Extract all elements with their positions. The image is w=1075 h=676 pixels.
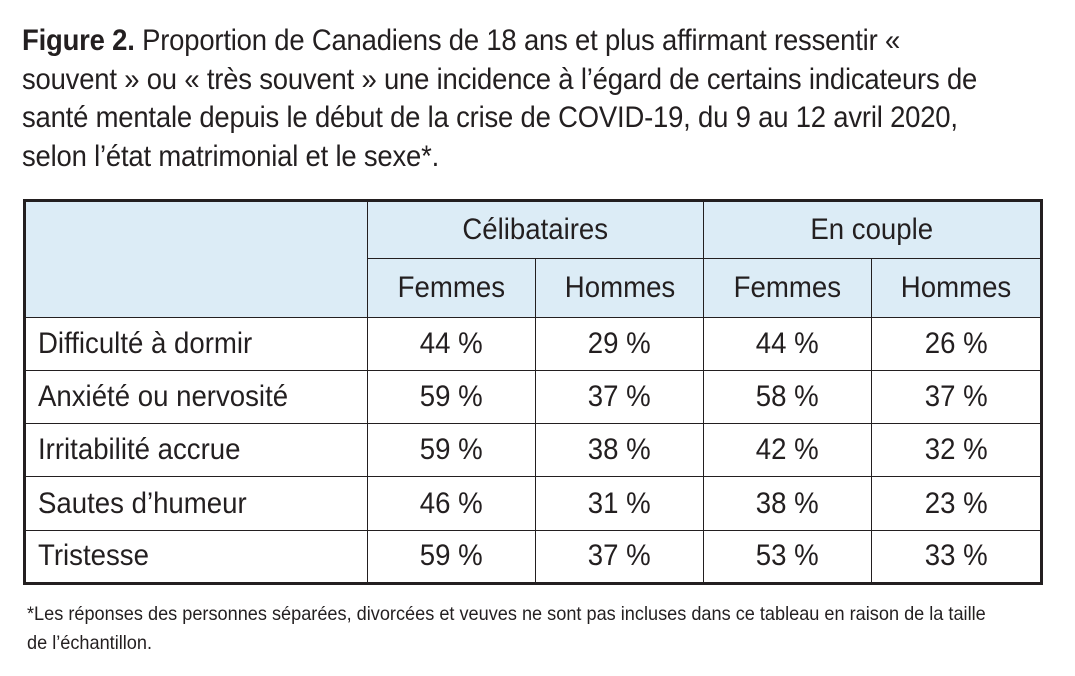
column-header-celibataires-femmes: Femmes [367,258,536,318]
column-header-couple-femmes: Femmes [703,258,873,318]
corner-cell [24,200,368,318]
value-cell-couple-femmes: 53 % [703,529,873,585]
table-row: Difficulté à dormir 44 % 29 % 44 % 26 % [24,316,1043,371]
table-row: Irritabilité accrue 59 % 38 % 42 % 32 % [24,423,1043,478]
value-cell-celibataires-hommes: 37 % [534,529,705,585]
table-row: Anxiété ou nervosité 59 % 37 % 58 % 37 % [24,369,1043,425]
footnote: *Les réponses des personnes séparées, di… [27,603,986,654]
value-cell-celibataires-femmes: 46 % [367,476,536,531]
table-row: Tristesse 59 % 37 % 53 % 33 % [24,529,1043,585]
row-label: Sautes d’humeur [24,476,368,531]
value-cell-celibataires-femmes: 59 % [367,529,536,585]
table-body: Célibataires En couple Femmes Hommes Fem… [24,199,1043,585]
value-cell-celibataires-hommes: 31 % [534,476,705,531]
value-cell-celibataires-hommes: 38 % [534,423,705,478]
group-header-en-couple: En couple [703,199,1043,260]
figure-title: Figure 2. Proportion de Canadiens de 18 … [22,22,980,176]
value-cell-celibataires-femmes: 44 % [367,316,536,371]
table-row: Sautes d’humeur 46 % 31 % 38 % 23 % [24,476,1043,531]
value-cell-couple-femmes: 58 % [703,369,873,425]
figure-label: Figure 2. [22,24,135,57]
value-cell-celibataires-hommes: 37 % [534,369,705,425]
column-header-couple-hommes: Hommes [871,258,1043,318]
row-label: Anxiété ou nervosité [24,369,368,425]
value-cell-celibataires-hommes: 29 % [534,316,705,371]
value-cell-couple-hommes: 37 % [871,369,1043,425]
value-cell-couple-hommes: 23 % [871,476,1043,531]
row-label: Tristesse [24,529,368,585]
column-header-row: Femmes Hommes Femmes Hommes [24,258,1043,318]
value-cell-couple-femmes: 38 % [703,476,873,531]
value-cell-couple-hommes: 32 % [871,423,1043,478]
data-table: Célibataires En couple Femmes Hommes Fem… [23,199,1044,585]
value-cell-couple-femmes: 42 % [703,423,873,478]
value-cell-celibataires-femmes: 59 % [367,423,536,478]
value-cell-celibataires-femmes: 59 % [367,369,536,425]
column-header-celibataires-hommes: Hommes [534,258,705,318]
value-cell-couple-hommes: 33 % [871,529,1043,585]
group-header-celibataires: Célibataires [366,199,705,260]
value-cell-couple-hommes: 26 % [871,316,1043,371]
row-label: Irritabilité accrue [24,423,368,478]
figure-title-text: Proportion de Canadiens de 18 ans et plu… [22,24,978,173]
value-cell-couple-femmes: 44 % [703,316,873,371]
group-header-row: Célibataires En couple [24,199,1043,318]
row-label: Difficulté à dormir [24,316,368,371]
